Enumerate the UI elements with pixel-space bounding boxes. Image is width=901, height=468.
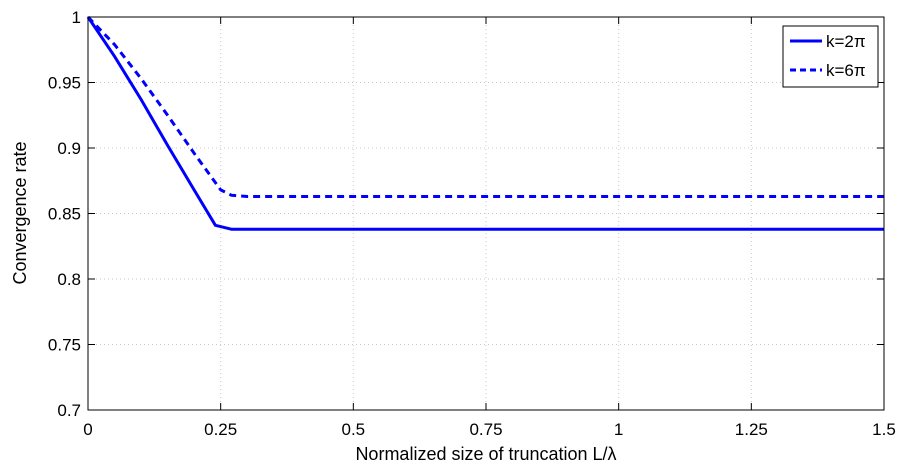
legend-label-k6pi: k=6π xyxy=(826,61,866,80)
y-tick-label: 0.85 xyxy=(48,205,81,224)
legend-label-k2pi: k=2π xyxy=(826,32,866,51)
y-tick-label: 0.8 xyxy=(57,270,81,289)
y-tick-label: 0.95 xyxy=(48,74,81,93)
x-tick-label: 0.75 xyxy=(469,420,502,439)
x-tick-label: 1.25 xyxy=(735,420,768,439)
legend-box xyxy=(782,25,879,88)
y-axis-label: Convergence rate xyxy=(10,141,30,284)
y-tick-label: 0.9 xyxy=(57,139,81,158)
x-tick-label: 0 xyxy=(83,420,92,439)
series-line-k6pi xyxy=(86,15,884,198)
legend: k=2π k=6π xyxy=(782,25,879,88)
grid xyxy=(88,17,884,410)
x-tick-label: 1.5 xyxy=(872,420,896,439)
y-tick-label: 0.7 xyxy=(57,401,81,420)
y-tick-label: 1 xyxy=(72,8,81,27)
x-axis-label: Normalized size of truncation L/λ xyxy=(355,444,616,464)
plot-frame xyxy=(87,16,885,411)
x-tick-label: 0.5 xyxy=(342,420,366,439)
x-tick-label: 0.25 xyxy=(204,420,237,439)
series-layer xyxy=(86,15,884,231)
tick-labels: 0 0.25 0.5 0.75 1 1.25 1.5 0.7 0.75 0.8 0.85 0.9 0.9… xyxy=(48,8,896,439)
x-tick-label: 1 xyxy=(614,420,623,439)
y-tick-label: 0.75 xyxy=(48,336,81,355)
series-line-k2pi xyxy=(86,16,884,231)
ticks xyxy=(87,16,885,411)
